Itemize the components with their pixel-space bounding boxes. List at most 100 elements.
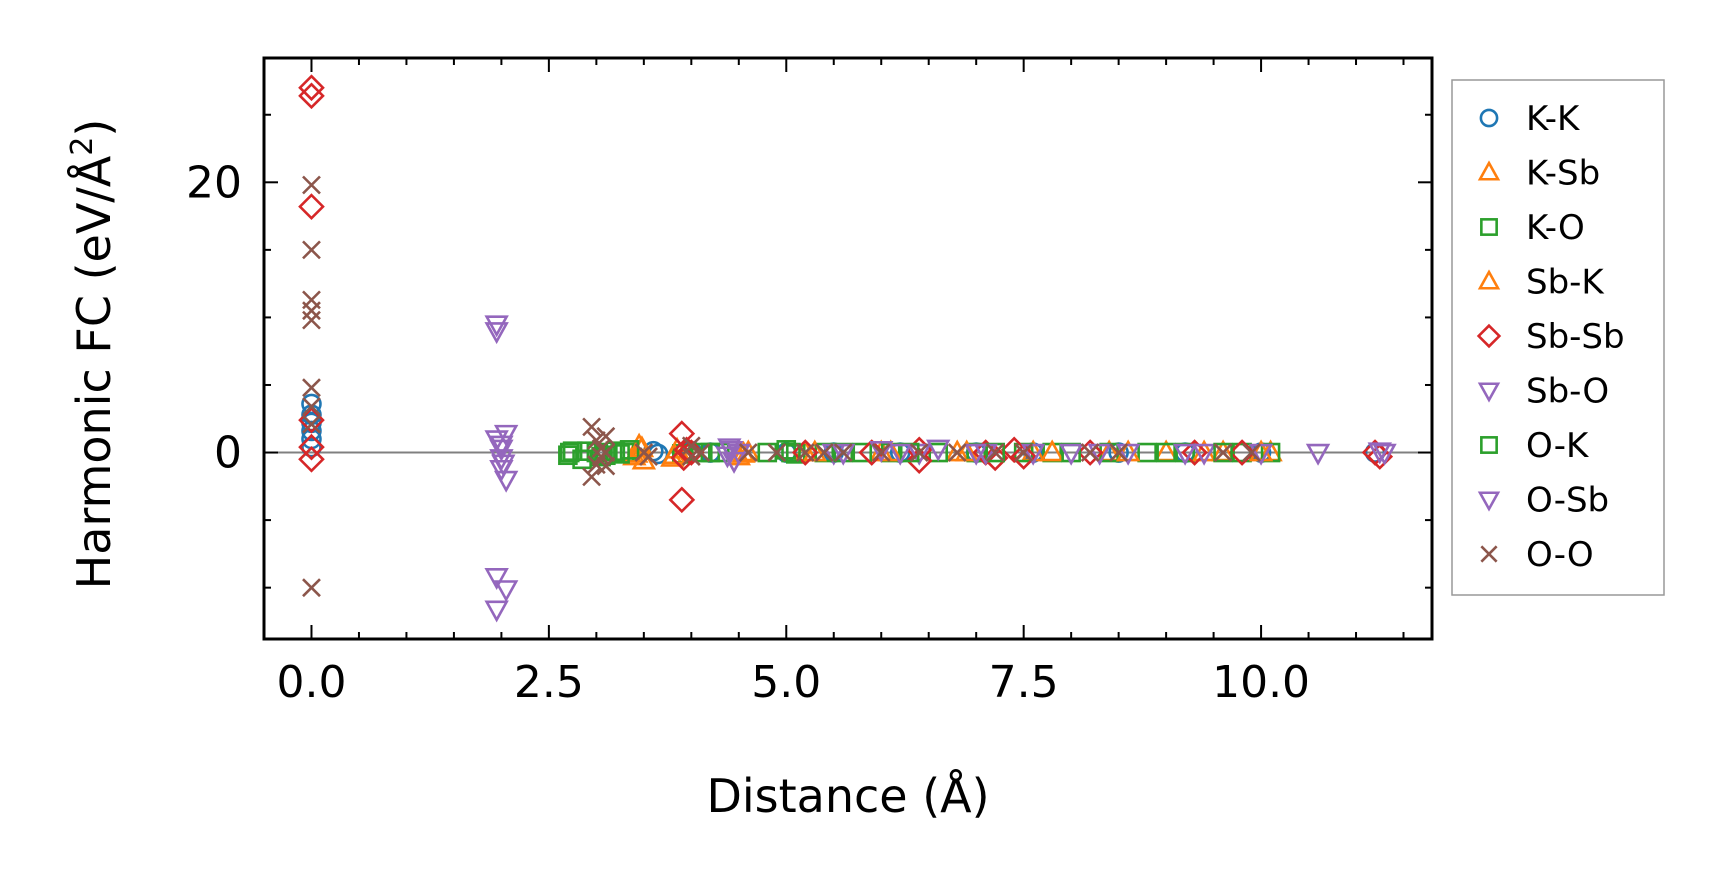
- legend-label: O-Sb: [1526, 481, 1609, 521]
- data-point: [871, 443, 891, 462]
- legend-item: O-O: [1480, 535, 1594, 575]
- data-point: [1242, 443, 1261, 462]
- legend-item: K-K: [1479, 99, 1581, 139]
- data-point: [947, 443, 967, 462]
- legend-item: Sb-Sb: [1476, 317, 1625, 357]
- y-axis-title-main: Harmonic FC (eV/Å: [67, 155, 121, 589]
- data-point: [302, 414, 321, 434]
- data-point: [302, 378, 321, 398]
- data-point: [493, 580, 519, 603]
- legend-marker: [1477, 269, 1501, 290]
- data-point: [1191, 439, 1217, 462]
- x-tick-label: 7.5: [989, 657, 1059, 708]
- data-point: [484, 322, 509, 345]
- data-point: [668, 486, 696, 514]
- legend-label: Sb-K: [1526, 263, 1605, 303]
- data-point: [558, 445, 578, 466]
- data-point: [888, 443, 913, 466]
- data-point: [973, 443, 998, 466]
- data-point: [1213, 443, 1233, 462]
- data-point: [1248, 443, 1274, 466]
- y-tick-label: 20: [186, 157, 242, 208]
- legend-marker: [1476, 323, 1502, 349]
- data-point: [905, 447, 933, 474]
- data-point: [1115, 439, 1141, 462]
- data-point: [795, 443, 815, 462]
- legend-label: K-Sb: [1526, 154, 1600, 194]
- y-tick-label: 0: [214, 428, 242, 479]
- legend-label: K-O: [1526, 208, 1585, 248]
- x-tick-label: 10.0: [1212, 657, 1310, 708]
- data-point: [1248, 439, 1274, 462]
- data-point: [1156, 442, 1176, 463]
- legend-item: K-Sb: [1477, 154, 1600, 194]
- data-point: [298, 74, 325, 102]
- legend-item: O-Sb: [1477, 481, 1609, 521]
- data-point: [814, 443, 834, 462]
- data-point: [681, 447, 701, 467]
- data-point: [1087, 443, 1112, 466]
- data-point: [1172, 443, 1198, 466]
- data-point: [491, 454, 516, 477]
- legend-label: Sb-O: [1526, 372, 1609, 412]
- data-point: [1080, 443, 1100, 462]
- plot-frame: [262, 56, 1434, 641]
- series-o-o: [302, 175, 1261, 598]
- data-point: [484, 568, 509, 591]
- data-point: [298, 193, 325, 220]
- data-point: [302, 240, 321, 260]
- data-point: [736, 439, 761, 462]
- data-point: [582, 467, 602, 487]
- data-point: [1191, 443, 1217, 466]
- data-point: [302, 175, 321, 195]
- data-point: [302, 301, 321, 321]
- data-point: [954, 439, 979, 462]
- legend-label: Sb-Sb: [1526, 317, 1625, 357]
- data-point: [1137, 442, 1157, 463]
- data-point: [926, 439, 951, 462]
- data-point: [1020, 443, 1046, 466]
- data-point: [802, 439, 827, 462]
- data-point: [493, 424, 519, 447]
- data-point: [619, 440, 640, 460]
- x-tick-label: 2.5: [514, 657, 584, 708]
- legend-item: Sb-K: [1477, 263, 1605, 303]
- legend-marker: [1480, 218, 1498, 236]
- data-point: [298, 433, 325, 461]
- axes: 0.0 2.5 5.0 7.5 10.0 0 20: [186, 58, 1432, 708]
- x-tick-label: 5.0: [751, 657, 821, 708]
- legend-marker: [1479, 108, 1499, 128]
- data-point: [298, 82, 325, 110]
- data-point: [909, 443, 929, 462]
- y-axis-title: Harmonic FC (eV/Å2): [65, 119, 121, 590]
- data-point: [718, 441, 744, 464]
- data-points: [264, 74, 1432, 623]
- data-point: [1213, 442, 1233, 463]
- y-axis-title-suffix: ): [67, 119, 121, 137]
- x-axis-title: Distance (Å): [706, 769, 989, 823]
- y-axis-title-superscript: 2: [65, 137, 100, 156]
- data-point: [298, 445, 325, 473]
- legend: K-K K-Sb K-O Sb-K Sb-Sb Sb-O O-K O-Sb O-O: [1451, 79, 1665, 596]
- legend-label: K-K: [1526, 99, 1581, 139]
- legend-item: K-O: [1480, 208, 1585, 248]
- data-point: [833, 443, 853, 462]
- data-point: [493, 470, 519, 493]
- data-point: [985, 443, 1005, 462]
- legend-label: O-K: [1526, 426, 1590, 466]
- data-point: [1010, 443, 1038, 470]
- data-point: [858, 439, 886, 466]
- data-point: [767, 443, 787, 462]
- data-point: [831, 443, 856, 466]
- legend-marker: [1480, 436, 1498, 454]
- x-tick-label: 0.0: [276, 657, 346, 708]
- data-point: [301, 420, 322, 442]
- data-point: [738, 443, 758, 462]
- data-point: [1181, 439, 1208, 466]
- legend-items: K-K K-Sb K-O Sb-K Sb-Sb Sb-O O-K O-Sb O-O: [1476, 99, 1625, 575]
- data-point: [668, 420, 696, 447]
- data-point: [1039, 439, 1065, 462]
- data-point: [869, 441, 894, 464]
- data-point: [791, 439, 819, 466]
